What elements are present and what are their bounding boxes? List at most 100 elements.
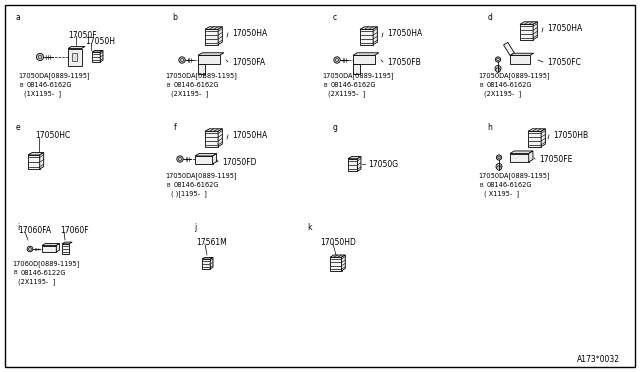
Text: j: j (194, 222, 196, 231)
Polygon shape (40, 153, 44, 169)
Polygon shape (198, 53, 224, 55)
Polygon shape (218, 129, 222, 147)
Polygon shape (504, 42, 515, 55)
Text: 08146-6162G: 08146-6162G (487, 182, 532, 188)
Circle shape (36, 54, 44, 61)
Text: 17050HD: 17050HD (320, 237, 356, 247)
Text: 17050DA[0889-1195]: 17050DA[0889-1195] (165, 173, 237, 179)
Text: 17050DA[0B89-1195]: 17050DA[0B89-1195] (165, 73, 237, 79)
Polygon shape (348, 157, 361, 159)
Text: e: e (16, 122, 20, 131)
Text: 08146-6162G: 08146-6162G (487, 82, 532, 88)
Polygon shape (528, 129, 545, 131)
Polygon shape (541, 129, 545, 147)
Polygon shape (210, 257, 213, 269)
Text: B: B (479, 183, 483, 187)
Text: (2X1195-  ]: (2X1195- ] (171, 91, 208, 97)
Text: c: c (333, 13, 337, 22)
Polygon shape (205, 27, 222, 29)
Polygon shape (62, 242, 72, 244)
Polygon shape (202, 257, 213, 259)
Polygon shape (42, 244, 60, 246)
Polygon shape (42, 246, 56, 252)
Polygon shape (353, 53, 379, 55)
Text: 17050DA[0889-1195]: 17050DA[0889-1195] (478, 173, 550, 179)
Circle shape (495, 57, 500, 62)
Polygon shape (72, 53, 77, 61)
Text: A173*0032: A173*0032 (577, 356, 620, 365)
Polygon shape (528, 131, 541, 147)
Circle shape (495, 65, 501, 71)
Text: i: i (17, 222, 19, 231)
Polygon shape (353, 55, 374, 64)
Text: 17050F: 17050F (68, 31, 97, 39)
Text: 17050HB: 17050HB (553, 131, 588, 140)
Text: B: B (479, 83, 483, 87)
Text: 17050HA: 17050HA (232, 29, 268, 38)
Polygon shape (68, 48, 82, 65)
Polygon shape (330, 257, 342, 271)
Text: 17050FC: 17050FC (547, 58, 581, 67)
Polygon shape (100, 51, 103, 62)
Polygon shape (205, 29, 218, 45)
Circle shape (334, 57, 340, 63)
Polygon shape (353, 64, 360, 74)
Text: 17050DA[0889-1195]: 17050DA[0889-1195] (478, 73, 550, 79)
Polygon shape (357, 157, 361, 171)
Text: 17050FA: 17050FA (232, 58, 265, 67)
Polygon shape (330, 255, 346, 257)
Text: 17050HA: 17050HA (232, 131, 268, 140)
Text: k: k (308, 222, 312, 231)
Text: 08146-6122G: 08146-6122G (21, 270, 67, 276)
Polygon shape (510, 154, 529, 162)
Text: 17050DA[0889-1195]: 17050DA[0889-1195] (18, 73, 90, 79)
Circle shape (28, 246, 33, 252)
Polygon shape (92, 51, 103, 52)
Polygon shape (510, 151, 533, 154)
Text: 17050FB: 17050FB (387, 58, 420, 67)
Polygon shape (212, 154, 216, 164)
Text: B: B (13, 270, 17, 276)
Text: 08146-6162G: 08146-6162G (174, 82, 220, 88)
Polygon shape (195, 156, 212, 164)
Polygon shape (28, 155, 40, 169)
Circle shape (496, 68, 500, 72)
Text: d: d (488, 13, 492, 22)
Circle shape (179, 57, 185, 63)
Polygon shape (510, 53, 534, 55)
Text: B: B (166, 183, 170, 187)
Text: 17561M: 17561M (196, 237, 227, 247)
Text: (2X1195-  ]: (2X1195- ] (18, 279, 55, 285)
Circle shape (496, 164, 502, 170)
Text: ( X1195-  ]: ( X1195- ] (484, 190, 519, 198)
Text: 17050FD: 17050FD (222, 157, 257, 167)
Polygon shape (360, 27, 378, 29)
Polygon shape (373, 27, 378, 45)
Text: 08146-6162G: 08146-6162G (331, 82, 376, 88)
Polygon shape (520, 24, 533, 40)
Circle shape (177, 156, 183, 162)
Polygon shape (62, 244, 69, 254)
Polygon shape (205, 131, 218, 147)
Text: 17060F: 17060F (60, 225, 88, 234)
Polygon shape (205, 129, 222, 131)
Polygon shape (529, 151, 533, 162)
Text: (2X1195-  ]: (2X1195- ] (328, 91, 365, 97)
Text: a: a (15, 13, 20, 22)
Text: 17050HA: 17050HA (547, 23, 582, 32)
Circle shape (497, 166, 501, 170)
Polygon shape (68, 46, 85, 48)
Polygon shape (342, 255, 346, 271)
Text: 17050H: 17050H (85, 36, 115, 45)
Text: f: f (173, 122, 177, 131)
Text: B: B (19, 83, 23, 87)
Text: (1X1195-  ]: (1X1195- ] (24, 91, 61, 97)
Polygon shape (198, 64, 205, 74)
Polygon shape (360, 29, 373, 45)
Polygon shape (218, 27, 222, 45)
Polygon shape (195, 154, 216, 156)
Polygon shape (28, 153, 44, 155)
Polygon shape (92, 52, 100, 62)
Polygon shape (520, 22, 538, 24)
Text: b: b (173, 13, 177, 22)
